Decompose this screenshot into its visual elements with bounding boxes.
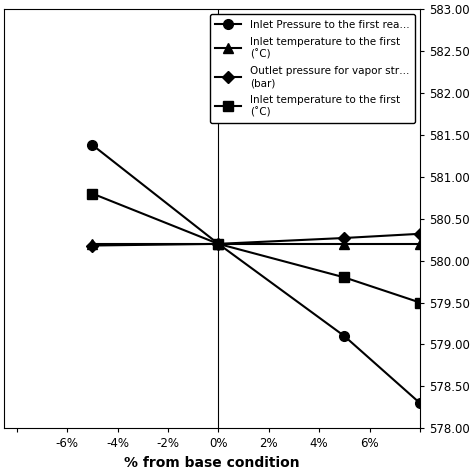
Inlet Pressure to the first rea… bbox=[216, 241, 221, 246]
Inlet temperature to the first 
(˚C) bbox=[216, 241, 221, 246]
Inlet temperature to the first
(˚C) bbox=[90, 241, 95, 246]
Inlet temperature to the first
(˚C) bbox=[417, 241, 423, 246]
Outlet pressure for vapor str…
(bar) bbox=[90, 243, 95, 248]
Inlet temperature to the first 
(˚C) bbox=[90, 191, 95, 196]
Inlet Pressure to the first rea… bbox=[417, 400, 423, 406]
Outlet pressure for vapor str…
(bar) bbox=[341, 235, 347, 241]
Inlet temperature to the first
(˚C) bbox=[216, 241, 221, 246]
Legend: Inlet Pressure to the first rea…, Inlet temperature to the first
(˚C), Outlet pr: Inlet Pressure to the first rea…, Inlet … bbox=[210, 14, 415, 123]
Line: Inlet temperature to the first 
(˚C): Inlet temperature to the first (˚C) bbox=[88, 189, 425, 307]
Inlet temperature to the first
(˚C) bbox=[341, 241, 347, 246]
Line: Inlet Pressure to the first rea…: Inlet Pressure to the first rea… bbox=[88, 140, 425, 408]
Inlet temperature to the first 
(˚C) bbox=[341, 274, 347, 280]
Outlet pressure for vapor str…
(bar) bbox=[417, 231, 423, 237]
Inlet Pressure to the first rea… bbox=[90, 142, 95, 148]
Line: Inlet temperature to the first
(˚C): Inlet temperature to the first (˚C) bbox=[88, 239, 425, 249]
Outlet pressure for vapor str…
(bar) bbox=[216, 241, 221, 246]
Line: Outlet pressure for vapor str…
(bar): Outlet pressure for vapor str… (bar) bbox=[88, 229, 424, 250]
Inlet temperature to the first 
(˚C) bbox=[417, 300, 423, 305]
Inlet Pressure to the first rea… bbox=[341, 333, 347, 339]
X-axis label: % from base condition: % from base condition bbox=[124, 456, 300, 470]
